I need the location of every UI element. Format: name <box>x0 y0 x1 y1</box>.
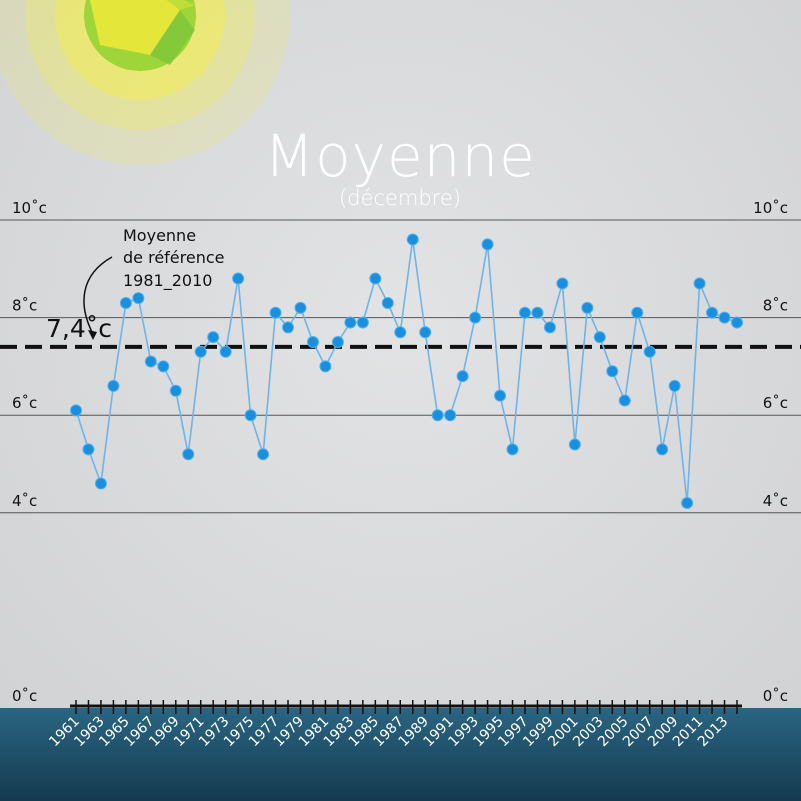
data-point <box>681 497 694 510</box>
data-point <box>581 301 594 314</box>
series-group <box>70 233 743 510</box>
reference-arrow <box>83 256 113 335</box>
y-tick-label: 6˚c <box>763 394 788 412</box>
data-point <box>282 321 295 334</box>
chart-subtitle: (décembre) <box>339 186 461 210</box>
data-point <box>394 326 407 339</box>
data-point <box>419 326 432 339</box>
data-point <box>693 277 706 290</box>
data-point <box>494 389 507 402</box>
reference-arrow-head <box>88 330 97 340</box>
y-tick-label: 4˚c <box>12 492 37 510</box>
y-axis-left: 0˚c 4˚c 6˚c 8˚c 10˚c <box>12 199 47 705</box>
data-point <box>444 409 457 422</box>
y-tick-label: 10˚c <box>12 199 47 217</box>
data-point <box>169 384 182 397</box>
data-point <box>618 394 631 407</box>
data-point <box>381 296 394 309</box>
data-point <box>556 277 569 290</box>
data-point <box>219 345 232 358</box>
data-point <box>331 336 344 348</box>
data-point <box>207 331 220 344</box>
data-point <box>718 311 731 324</box>
data-point <box>668 379 681 392</box>
data-point <box>132 292 145 305</box>
data-point <box>82 443 95 456</box>
data-point <box>506 443 519 456</box>
y-tick-label: 6˚c <box>12 394 37 412</box>
y-tick-label: 4˚c <box>763 492 788 510</box>
reference-label-line-3: 1981_2010 <box>123 271 212 291</box>
data-point <box>656 443 669 456</box>
data-point <box>144 355 157 368</box>
data-point <box>531 306 544 319</box>
data-point <box>294 301 307 314</box>
y-tick-label: 0˚c <box>12 687 37 705</box>
y-tick-label: 8˚c <box>12 297 37 315</box>
y-axis-right: 0˚c 4˚c 6˚c 8˚c 10˚c <box>753 199 788 705</box>
data-point <box>706 306 719 319</box>
data-point <box>319 360 332 373</box>
sun-icon <box>0 0 290 165</box>
data-point <box>731 316 743 329</box>
data-point <box>157 360 170 373</box>
data-point <box>194 345 207 358</box>
data-point <box>606 365 619 378</box>
y-tick-label: 10˚c <box>753 199 788 217</box>
data-point <box>469 311 482 324</box>
reference-value-label: 7,4˚c <box>46 314 112 343</box>
data-point <box>356 316 369 329</box>
series-line <box>75 238 738 504</box>
data-point <box>107 379 120 392</box>
reference-label-line-1: Moyenne <box>123 226 196 245</box>
data-point <box>232 272 245 285</box>
x-ticks <box>75 700 738 714</box>
data-point <box>344 316 357 329</box>
data-point <box>543 321 556 334</box>
data-point <box>369 272 382 285</box>
data-point <box>257 448 270 461</box>
data-point <box>643 345 656 358</box>
reference-label-line-2: de référence <box>123 248 224 267</box>
data-point <box>518 306 531 319</box>
data-point <box>119 296 132 309</box>
data-point <box>244 409 257 422</box>
data-point <box>481 238 494 251</box>
gridlines <box>0 219 801 514</box>
data-point <box>631 306 644 319</box>
data-point <box>431 409 444 422</box>
data-point <box>593 331 606 344</box>
data-point <box>568 438 581 451</box>
footer-band <box>0 708 801 801</box>
y-tick-label: 8˚c <box>763 297 788 315</box>
data-point <box>456 370 469 383</box>
data-point <box>70 404 82 417</box>
data-point <box>306 336 319 348</box>
data-point <box>182 448 195 461</box>
reference-annotation: Moyenne de référence 1981_2010 <box>83 226 224 340</box>
data-point <box>94 477 107 490</box>
y-tick-label: 0˚c <box>763 687 788 705</box>
chart-title: Moyenne <box>264 122 536 190</box>
data-point <box>406 233 419 246</box>
data-point <box>269 306 282 319</box>
